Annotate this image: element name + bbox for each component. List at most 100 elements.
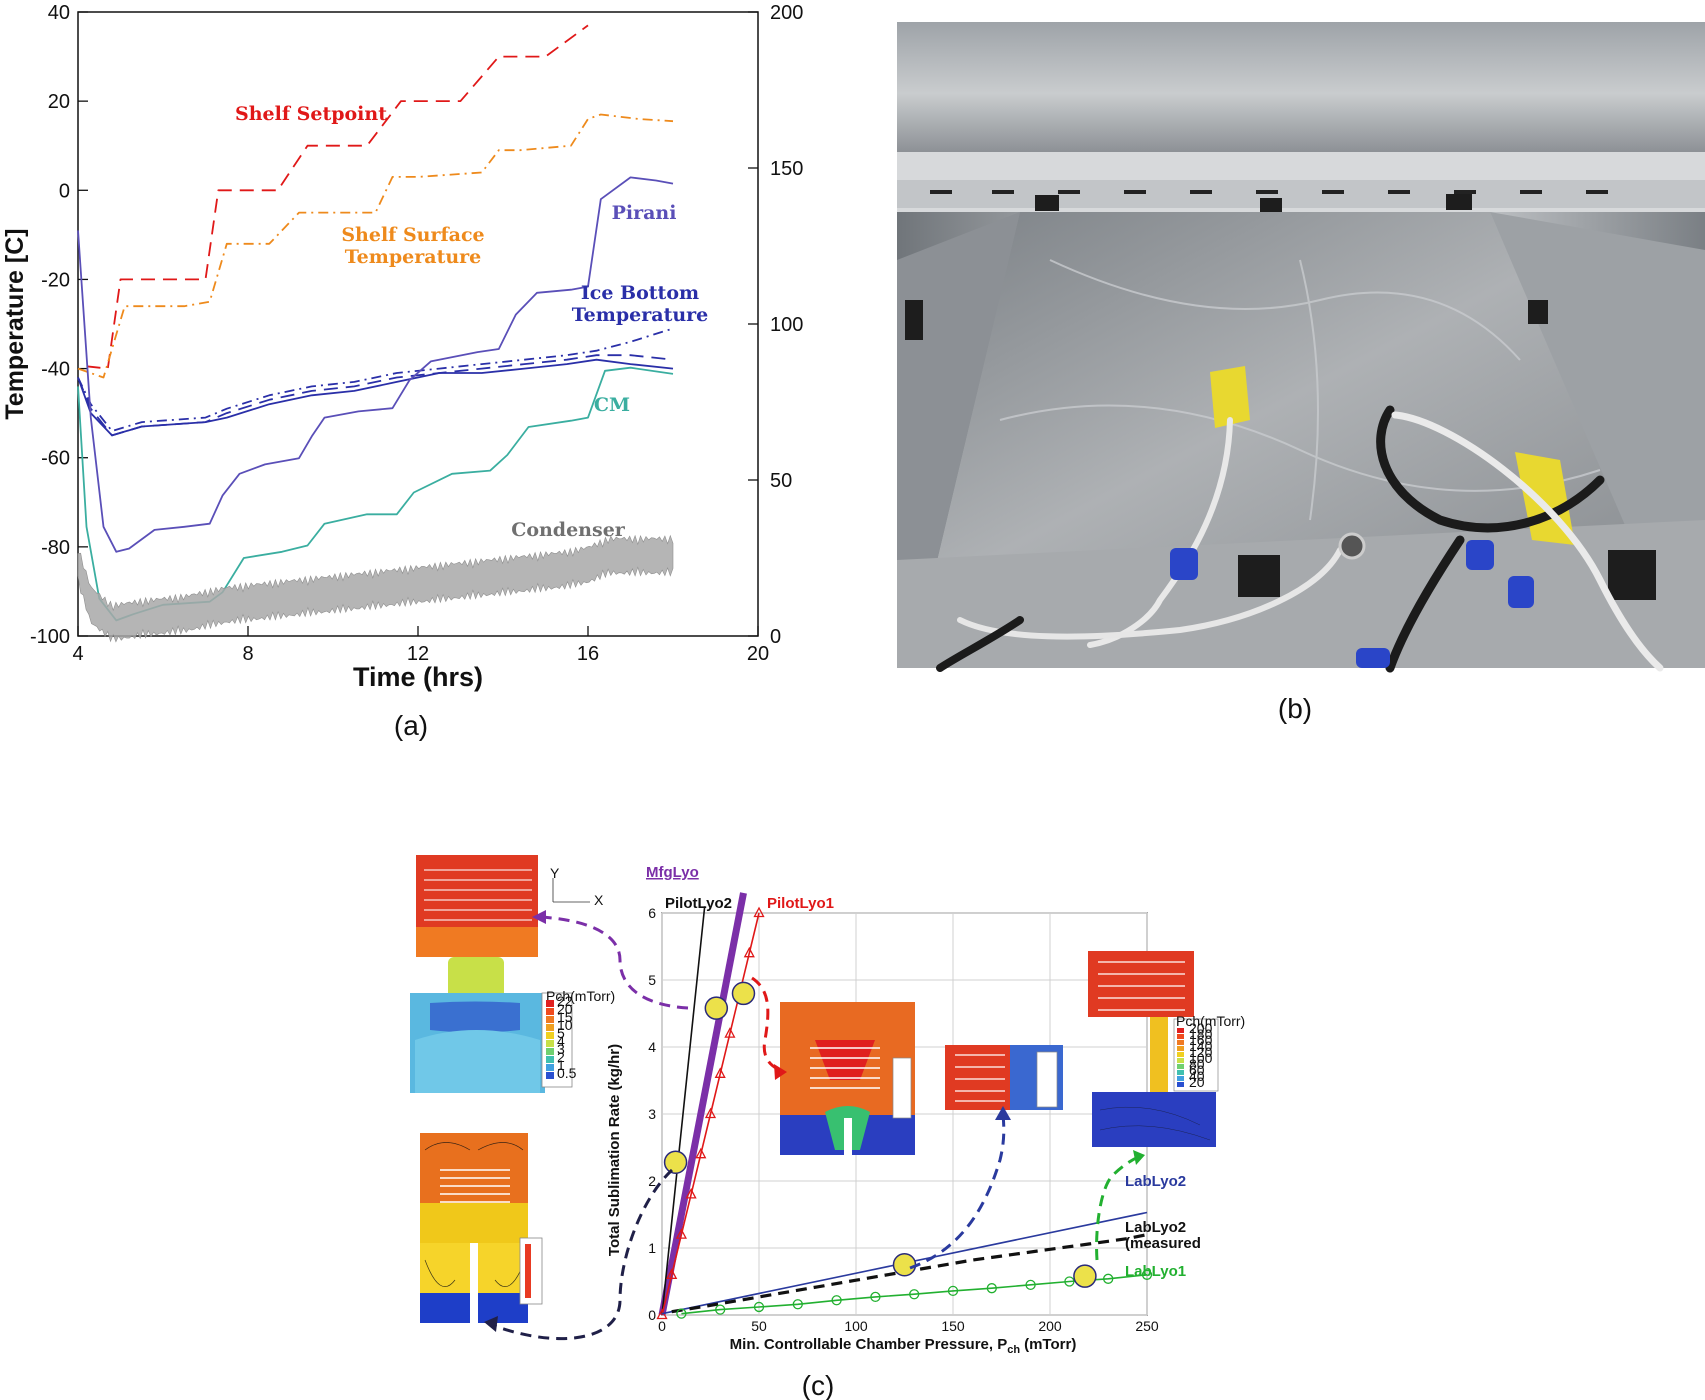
chart-c-y-axis: 6 5 4 3 2 1 0 xyxy=(648,905,656,1323)
marker-circle xyxy=(909,1289,920,1300)
chart-a-y2-tick-label: 50 xyxy=(770,470,792,492)
label-mfglyo: MfgLyo xyxy=(646,864,699,881)
chart-a-label-ice-bottom-temperature: Ice Bottom xyxy=(581,282,699,304)
chart-a-x-tick-label: 12 xyxy=(407,643,429,665)
legend-swatch xyxy=(1177,1058,1184,1063)
highlight-point xyxy=(1073,1264,1097,1288)
marker-triangle xyxy=(704,1107,717,1119)
cfd-legend-title-top-left: Pch(mTorr) xyxy=(546,988,615,1004)
legend-value: 1 xyxy=(557,1057,565,1073)
axis-glyph xyxy=(552,878,590,903)
series-shelf-surface-temperature xyxy=(77,113,674,379)
legend-swatch xyxy=(546,1040,554,1047)
legend-swatch xyxy=(546,1016,554,1023)
chart-a-y-tick-label: -60 xyxy=(41,448,70,470)
chart-c-y-tick-label: 2 xyxy=(648,1173,656,1189)
port-fitting xyxy=(1338,532,1366,560)
chart-a-left-axis: 40 20 0 -20 -40 -60 -80 -100 xyxy=(30,2,88,648)
series-lablyo2-measured- xyxy=(671,1233,1148,1314)
legend-value: 60 xyxy=(1189,1062,1205,1078)
legend-swatch xyxy=(546,1000,554,1007)
connector-arrows xyxy=(491,915,1139,1341)
marker-circle xyxy=(870,1291,881,1303)
marker-circle xyxy=(986,1283,997,1294)
chart-c-y-tick-label: 3 xyxy=(648,1106,656,1122)
legend-value: 5 xyxy=(557,1025,565,1041)
legend-swatch xyxy=(1177,1076,1184,1081)
legend-swatch xyxy=(546,1024,554,1031)
series-lablyo1 xyxy=(681,1274,1148,1315)
highlight-point xyxy=(892,1253,917,1277)
marker-circle xyxy=(792,1299,803,1310)
chart-c-x-tick-label: 250 xyxy=(1135,1318,1159,1334)
label-lablyo1: LabLyo1 xyxy=(1125,1263,1186,1280)
axis-glyph-x: X xyxy=(594,892,604,908)
legend-swatch xyxy=(1177,1082,1184,1087)
marker-circle xyxy=(753,1301,765,1313)
legend-swatch xyxy=(1177,1028,1184,1033)
chart-c-x-tick-label: 50 xyxy=(751,1318,767,1334)
chart-a-x-tick-label: 8 xyxy=(242,643,253,665)
legend-swatch xyxy=(546,1056,554,1063)
legend-value: 0.5 xyxy=(557,1065,577,1081)
tubing xyxy=(936,405,1664,673)
legend-value: 20 xyxy=(557,1001,573,1017)
chart-a-y-tick-label: 20 xyxy=(48,91,70,113)
chart-c-x-tick-label: 200 xyxy=(1038,1318,1062,1334)
binder-clips xyxy=(905,194,1656,600)
chart-c-y-tick-label: 1 xyxy=(648,1240,656,1256)
chart-c-x-axis-title-unit: (mTorr) xyxy=(1024,1336,1076,1353)
chart-a-y-axis-title: Temperature [C] xyxy=(1,228,29,419)
chart-a-plot-area xyxy=(77,11,759,637)
legend-swatch xyxy=(1177,1034,1184,1039)
chart-c-x-axis-title-main: Min. Controllable Chamber Pressure, P xyxy=(730,1336,1008,1353)
label-pilotlyo1: PilotLyo1 xyxy=(767,895,834,912)
chart-a-y2-tick-label: 100 xyxy=(770,314,803,336)
marker-triangle xyxy=(743,946,755,958)
legend-swatch xyxy=(546,1064,554,1071)
series-ice-bottom-temperature xyxy=(77,327,674,432)
legend-value: 140 xyxy=(1189,1038,1213,1054)
marker-circle xyxy=(1025,1279,1036,1290)
chart-c-x-axis: 0 50 100 150 200 250 xyxy=(658,1318,1159,1334)
blue-fittings xyxy=(1170,540,1534,668)
marker-triangle xyxy=(656,1308,668,1320)
arrow-mfglyo xyxy=(539,915,689,1010)
label-lablyo2-measured-1: LabLyo2 xyxy=(1125,1219,1186,1236)
highlight-point xyxy=(731,981,756,1006)
chart-a-y-tick-label: -80 xyxy=(41,537,70,559)
series-shelf-setpoint xyxy=(86,24,589,370)
legend-swatch xyxy=(1177,1052,1184,1057)
chart-a-label-pirani: Pirani xyxy=(612,202,677,224)
legend-value: 10 xyxy=(557,1017,573,1033)
chart-a-y2-tick-label: 0 xyxy=(770,626,781,648)
label-lablyo2-measured-2: (measured xyxy=(1125,1235,1201,1252)
chart-c-y-axis-title: Total Sublimation Rate (kg/hr) xyxy=(606,1044,623,1256)
marker-triangle xyxy=(666,1268,678,1279)
chart-c-x-tick-label: 150 xyxy=(941,1318,965,1334)
arrow-pilotlyo2 xyxy=(491,1168,674,1341)
chart-a-y-tick-label: -40 xyxy=(41,359,70,381)
marker-triangle xyxy=(685,1188,697,1199)
marker-circle xyxy=(715,1304,726,1315)
panel-label-b: (b) xyxy=(1278,693,1312,724)
chart-a-y2-tick-label: 150 xyxy=(770,158,803,180)
series-pirani xyxy=(77,176,674,553)
photo-freeze-dryer-shelf: (b) xyxy=(897,22,1705,724)
series-ice-bottom-temperature-3- xyxy=(77,358,674,437)
chart-a-right-axis: 200 150 100 50 0 xyxy=(748,2,803,648)
chart-a-series xyxy=(77,24,674,643)
legend-swatch xyxy=(546,1048,554,1055)
marker-circle xyxy=(676,1308,687,1319)
chart-a-x-axis-title: Time (hrs) xyxy=(353,662,483,692)
marker-circle xyxy=(831,1295,842,1306)
panel-label-a: (a) xyxy=(394,710,428,741)
chart-a-y-tick-label: 0 xyxy=(59,180,70,202)
cfd-inset-middle xyxy=(780,1002,915,1158)
